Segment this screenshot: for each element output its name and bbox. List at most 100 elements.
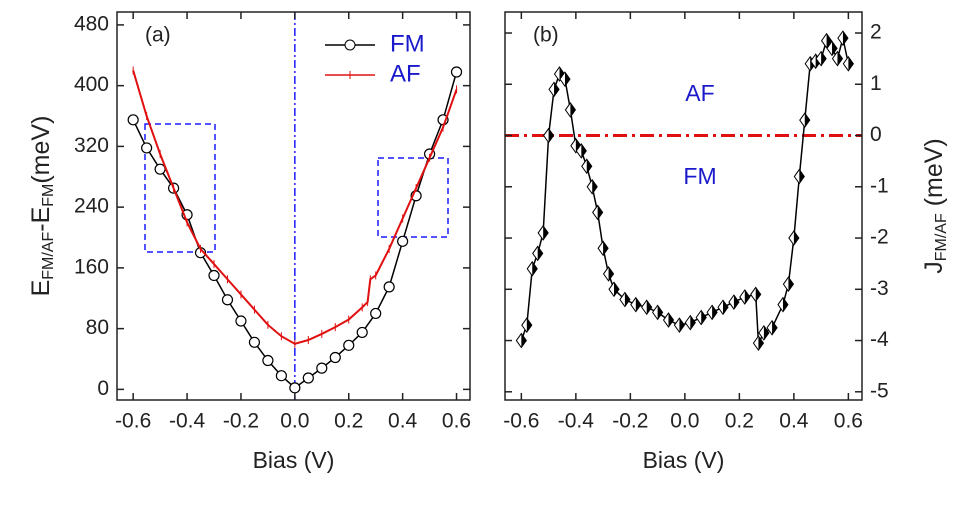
data-point xyxy=(248,336,261,348)
y-tick-label: 2 xyxy=(870,21,882,44)
x-axis-label: Bias (V) xyxy=(253,447,335,473)
annotation: FM xyxy=(683,163,716,189)
data-point-half xyxy=(657,305,663,320)
x-tick-label: -0.4 xyxy=(169,410,206,433)
data-point xyxy=(235,315,247,327)
data-point-half xyxy=(788,277,794,292)
data-point-half xyxy=(586,159,592,174)
data-point-half xyxy=(782,297,788,312)
data-point-half xyxy=(581,143,587,158)
y-axis-label-part: E xyxy=(27,280,55,297)
data-point xyxy=(289,382,301,394)
data-point-half xyxy=(668,313,674,328)
data-point xyxy=(275,370,287,382)
y-tick-label: 240 xyxy=(74,195,109,218)
legend-label: FM xyxy=(390,30,425,57)
x-tick-label: 0.6 xyxy=(442,410,471,433)
data-point-half xyxy=(597,205,603,220)
x-tick-label: 0.4 xyxy=(388,410,418,433)
y-axis-label: JFM/AF (meV) xyxy=(920,138,951,274)
x-tick-label: -0.6 xyxy=(503,410,539,433)
data-point xyxy=(343,339,355,351)
data-point-half xyxy=(554,82,560,97)
data-point-half xyxy=(646,300,652,315)
y-tick-label: -5 xyxy=(870,379,889,402)
data-point-half xyxy=(744,289,750,304)
y-tick-label: 80 xyxy=(86,316,109,339)
y-tick-label: -1 xyxy=(870,174,889,197)
data-point-half xyxy=(832,41,838,56)
data-point-half xyxy=(804,113,810,128)
data-point-half xyxy=(821,51,827,66)
data-point xyxy=(302,372,314,384)
data-point-half xyxy=(543,225,549,240)
y-axis-label-subscript: FM/AF xyxy=(40,232,57,280)
data-point-half xyxy=(537,246,543,261)
data-point-half xyxy=(712,305,718,320)
data-point-half xyxy=(624,292,630,307)
data-point-half xyxy=(848,56,854,71)
data-point-half xyxy=(733,295,739,310)
data-point-half xyxy=(837,51,843,66)
data-point-half xyxy=(701,310,707,325)
data-point xyxy=(316,362,328,374)
panel-label: (b) xyxy=(533,24,559,47)
data-point-half xyxy=(679,318,685,333)
y-axis-label: EFM/AF-EFM(meV) xyxy=(27,116,58,297)
data-point xyxy=(397,235,409,247)
data-point xyxy=(450,66,463,78)
x-tick-label: -0.2 xyxy=(612,410,648,433)
x-tick-label: 0.4 xyxy=(779,410,809,433)
data-point xyxy=(383,281,395,293)
x-tick-label: 0.6 xyxy=(834,410,863,433)
data-point-half xyxy=(758,336,764,351)
data-point-half xyxy=(521,333,527,348)
data-point-half xyxy=(799,169,805,184)
data-point-half xyxy=(570,102,576,117)
data-point-half xyxy=(690,315,696,330)
y-tick-label: -3 xyxy=(870,277,889,300)
y-axis-label-part: (meV) xyxy=(920,138,948,213)
data-point-half xyxy=(592,179,598,194)
data-point-half xyxy=(826,33,832,48)
x-tick-label: 0.2 xyxy=(725,410,754,433)
y-tick-label: -4 xyxy=(870,328,889,351)
data-point-half xyxy=(526,318,532,333)
y-tick-label: 400 xyxy=(74,73,109,96)
y-tick-label: 1 xyxy=(870,72,882,95)
data-point-half xyxy=(532,261,538,276)
data-point-half xyxy=(793,231,799,246)
legend-label: AF xyxy=(390,60,421,87)
data-point-half xyxy=(772,320,778,335)
y-axis-label-subscript: FM/AF xyxy=(933,213,950,261)
data-point xyxy=(262,354,274,367)
data-point xyxy=(329,351,341,364)
data-point xyxy=(356,326,368,339)
data-point-half xyxy=(755,287,761,302)
highlight-box xyxy=(144,123,216,253)
y-axis-label-part: (meV) xyxy=(27,116,55,184)
x-tick-label: -0.6 xyxy=(115,410,151,433)
panel-label: (a) xyxy=(145,24,171,47)
data-point-half xyxy=(723,300,729,315)
data-point-half xyxy=(603,241,609,256)
data-point xyxy=(370,307,382,320)
x-tick-label: 0.0 xyxy=(670,410,699,433)
annotation: AF xyxy=(685,80,714,106)
data-point-half xyxy=(548,128,554,143)
data-point xyxy=(154,163,166,175)
x-tick-label: -0.2 xyxy=(223,410,259,433)
y-axis-label-part: -E xyxy=(27,207,55,232)
y-axis-label-subscript: FM xyxy=(40,184,57,207)
y-tick-label: 160 xyxy=(74,255,109,278)
data-point-half xyxy=(608,266,614,281)
data-point xyxy=(141,142,153,154)
data-point-half xyxy=(763,325,769,340)
x-tick-label: 0.2 xyxy=(334,410,363,433)
x-axis-label: Bias (V) xyxy=(643,447,725,473)
y-tick-label: 0 xyxy=(97,377,109,400)
y-tick-label: -2 xyxy=(870,226,889,249)
highlight-box xyxy=(377,157,449,238)
